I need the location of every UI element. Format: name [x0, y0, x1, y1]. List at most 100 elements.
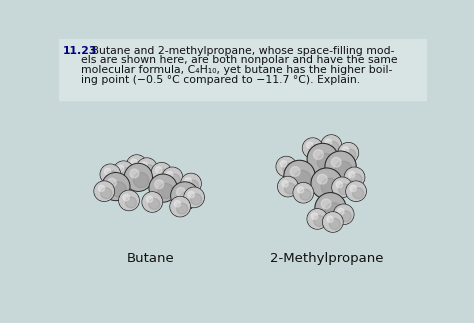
Circle shape [172, 183, 198, 209]
Circle shape [345, 149, 356, 160]
Circle shape [111, 182, 126, 197]
Circle shape [342, 147, 349, 153]
Circle shape [276, 157, 296, 177]
Circle shape [308, 145, 337, 173]
Circle shape [155, 167, 162, 173]
Circle shape [126, 197, 137, 208]
Circle shape [169, 174, 180, 185]
Circle shape [127, 155, 147, 175]
Circle shape [334, 204, 354, 224]
Circle shape [285, 162, 314, 190]
Circle shape [174, 201, 181, 207]
Circle shape [114, 162, 133, 181]
Text: ing point (−0.5 °C compared to −11.7 °C). Explain.: ing point (−0.5 °C compared to −11.7 °C)… [81, 75, 360, 85]
Circle shape [340, 211, 351, 222]
Circle shape [108, 178, 117, 187]
Circle shape [350, 185, 356, 192]
Circle shape [282, 181, 288, 187]
Circle shape [334, 205, 353, 224]
Circle shape [124, 163, 152, 191]
Circle shape [323, 212, 343, 232]
Circle shape [309, 145, 320, 156]
Circle shape [100, 164, 120, 184]
Circle shape [125, 164, 151, 190]
Circle shape [290, 167, 300, 176]
Circle shape [317, 174, 327, 184]
Circle shape [133, 172, 149, 188]
Circle shape [307, 142, 313, 149]
Circle shape [338, 184, 350, 195]
Circle shape [335, 161, 352, 178]
Circle shape [149, 199, 160, 210]
Text: els are shown here, are both nonpolar and have the same: els are shown here, are both nonpolar an… [81, 55, 398, 65]
Circle shape [102, 173, 130, 201]
Circle shape [185, 188, 203, 207]
Circle shape [307, 209, 328, 229]
Circle shape [143, 193, 162, 211]
Circle shape [346, 181, 366, 201]
Circle shape [325, 203, 342, 220]
Circle shape [311, 168, 342, 199]
Circle shape [133, 162, 144, 172]
Circle shape [176, 188, 185, 196]
Circle shape [141, 162, 147, 169]
Circle shape [146, 196, 153, 203]
Circle shape [303, 139, 322, 157]
Circle shape [345, 168, 364, 187]
Circle shape [170, 197, 190, 217]
Circle shape [113, 161, 134, 181]
Circle shape [323, 213, 342, 231]
Circle shape [284, 183, 295, 194]
Circle shape [118, 165, 124, 172]
Circle shape [149, 174, 177, 202]
Circle shape [155, 180, 164, 189]
Circle shape [337, 208, 344, 215]
Circle shape [177, 203, 188, 214]
Circle shape [171, 197, 190, 216]
Circle shape [307, 143, 338, 174]
Circle shape [321, 199, 331, 209]
Text: 2-Methylpropane: 2-Methylpropane [270, 252, 383, 265]
Circle shape [163, 168, 182, 187]
Circle shape [315, 193, 346, 224]
Circle shape [107, 171, 118, 182]
Circle shape [327, 216, 333, 223]
Circle shape [326, 152, 355, 181]
Circle shape [314, 215, 325, 226]
Circle shape [302, 138, 323, 158]
Circle shape [130, 169, 139, 178]
Circle shape [277, 157, 296, 176]
Circle shape [158, 183, 173, 199]
Circle shape [283, 163, 294, 174]
Circle shape [321, 135, 341, 155]
Circle shape [119, 191, 138, 210]
Circle shape [152, 163, 171, 182]
Circle shape [119, 191, 139, 211]
Circle shape [279, 177, 297, 196]
Circle shape [351, 174, 362, 185]
Circle shape [123, 194, 129, 201]
Circle shape [293, 183, 313, 203]
Circle shape [182, 174, 201, 193]
Circle shape [338, 143, 358, 163]
Circle shape [188, 180, 199, 191]
Circle shape [332, 177, 352, 197]
Circle shape [329, 219, 340, 230]
Text: 11.23: 11.23 [63, 46, 98, 56]
Circle shape [328, 141, 339, 152]
Circle shape [184, 187, 204, 207]
Circle shape [180, 191, 195, 206]
Circle shape [348, 172, 355, 178]
Circle shape [120, 168, 131, 179]
Circle shape [188, 191, 194, 198]
Bar [59, 39, 427, 100]
Circle shape [316, 194, 345, 223]
Circle shape [166, 172, 173, 178]
Circle shape [331, 157, 341, 167]
Circle shape [181, 173, 201, 193]
Circle shape [312, 169, 341, 198]
Circle shape [95, 182, 114, 201]
Circle shape [143, 165, 155, 176]
Circle shape [98, 185, 105, 192]
Circle shape [346, 182, 365, 201]
